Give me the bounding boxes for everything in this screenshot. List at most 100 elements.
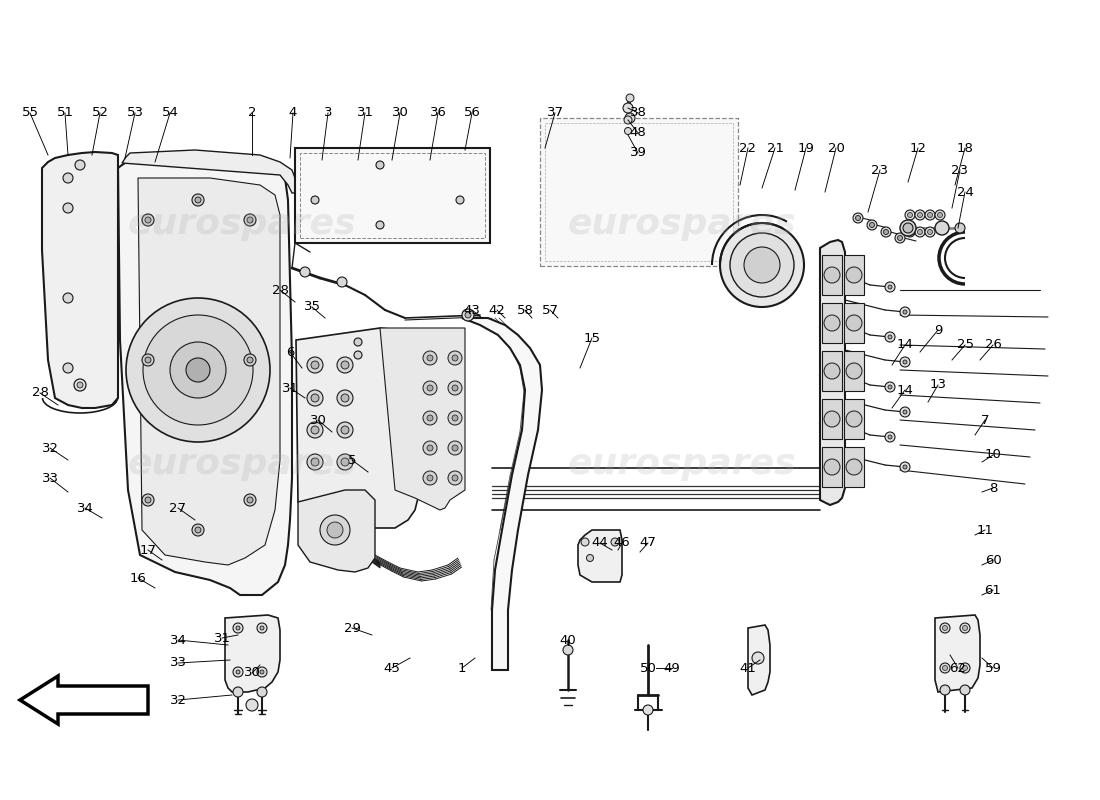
Polygon shape xyxy=(298,490,375,572)
Circle shape xyxy=(337,357,353,373)
Polygon shape xyxy=(578,530,621,582)
Circle shape xyxy=(586,554,594,562)
Text: 51: 51 xyxy=(56,106,74,119)
Circle shape xyxy=(186,358,210,382)
Circle shape xyxy=(452,475,458,481)
Circle shape xyxy=(824,315,840,331)
Bar xyxy=(822,351,842,391)
Bar xyxy=(822,303,842,343)
Circle shape xyxy=(170,342,226,398)
Text: eurospares: eurospares xyxy=(128,447,356,481)
Circle shape xyxy=(448,381,462,395)
Circle shape xyxy=(908,230,913,234)
Text: 23: 23 xyxy=(952,163,968,177)
Circle shape xyxy=(337,422,353,438)
Circle shape xyxy=(63,203,73,213)
Circle shape xyxy=(937,213,943,218)
Bar xyxy=(844,399,864,439)
Text: 31: 31 xyxy=(213,631,231,645)
Text: 41: 41 xyxy=(739,662,757,674)
Text: eurospares: eurospares xyxy=(568,447,796,481)
Bar xyxy=(822,255,842,295)
Circle shape xyxy=(962,666,968,670)
Circle shape xyxy=(354,351,362,359)
Circle shape xyxy=(260,670,264,674)
Circle shape xyxy=(625,113,635,123)
Text: 23: 23 xyxy=(871,163,889,177)
Text: 18: 18 xyxy=(957,142,974,154)
Text: 59: 59 xyxy=(984,662,1001,674)
Text: 61: 61 xyxy=(984,583,1001,597)
Circle shape xyxy=(886,332,895,342)
Circle shape xyxy=(888,435,892,439)
FancyArrow shape xyxy=(20,676,148,724)
Text: 12: 12 xyxy=(910,142,926,154)
Circle shape xyxy=(955,223,965,233)
Circle shape xyxy=(257,667,267,677)
Circle shape xyxy=(720,223,804,307)
Circle shape xyxy=(244,354,256,366)
Text: 47: 47 xyxy=(639,537,657,550)
Circle shape xyxy=(307,390,323,406)
Circle shape xyxy=(846,459,862,475)
Circle shape xyxy=(260,626,264,630)
Circle shape xyxy=(427,415,433,421)
Polygon shape xyxy=(122,150,295,193)
Circle shape xyxy=(886,432,895,442)
Circle shape xyxy=(903,410,907,414)
Polygon shape xyxy=(296,328,418,528)
Text: 62: 62 xyxy=(949,662,967,674)
Bar xyxy=(844,351,864,391)
Text: 58: 58 xyxy=(517,303,534,317)
Text: 40: 40 xyxy=(560,634,576,646)
Circle shape xyxy=(744,247,780,283)
Text: 31: 31 xyxy=(356,106,374,119)
Circle shape xyxy=(192,524,204,536)
Circle shape xyxy=(448,351,462,365)
Circle shape xyxy=(846,363,862,379)
Text: 28: 28 xyxy=(32,386,48,399)
Circle shape xyxy=(905,227,915,237)
Circle shape xyxy=(424,351,437,365)
Text: 44: 44 xyxy=(592,537,608,550)
Circle shape xyxy=(925,227,935,237)
Circle shape xyxy=(307,422,323,438)
Text: 24: 24 xyxy=(957,186,974,198)
Circle shape xyxy=(244,494,256,506)
Circle shape xyxy=(300,267,310,277)
Text: 8: 8 xyxy=(989,482,998,494)
Circle shape xyxy=(903,360,907,364)
Circle shape xyxy=(625,127,631,134)
Text: 28: 28 xyxy=(272,283,288,297)
Circle shape xyxy=(903,310,907,314)
Circle shape xyxy=(903,465,907,469)
Polygon shape xyxy=(118,160,292,595)
Text: 15: 15 xyxy=(583,331,601,345)
Circle shape xyxy=(895,233,905,243)
Circle shape xyxy=(900,220,916,236)
Text: 5: 5 xyxy=(348,454,356,466)
Circle shape xyxy=(448,471,462,485)
Circle shape xyxy=(145,357,151,363)
Circle shape xyxy=(869,222,874,227)
Text: 2: 2 xyxy=(248,106,256,119)
Text: 36: 36 xyxy=(430,106,447,119)
Text: 4: 4 xyxy=(289,106,297,119)
Polygon shape xyxy=(226,615,280,692)
Text: 60: 60 xyxy=(984,554,1001,566)
Circle shape xyxy=(307,357,323,373)
Polygon shape xyxy=(462,318,542,670)
Circle shape xyxy=(427,355,433,361)
Circle shape xyxy=(233,623,243,633)
Circle shape xyxy=(824,267,840,283)
Text: 39: 39 xyxy=(629,146,647,159)
Circle shape xyxy=(311,361,319,369)
Circle shape xyxy=(915,210,925,220)
Text: 30: 30 xyxy=(243,666,261,679)
Text: 16: 16 xyxy=(130,571,146,585)
Bar xyxy=(844,255,864,295)
Text: 22: 22 xyxy=(739,142,757,154)
Circle shape xyxy=(856,215,860,221)
Circle shape xyxy=(424,441,437,455)
Circle shape xyxy=(142,214,154,226)
